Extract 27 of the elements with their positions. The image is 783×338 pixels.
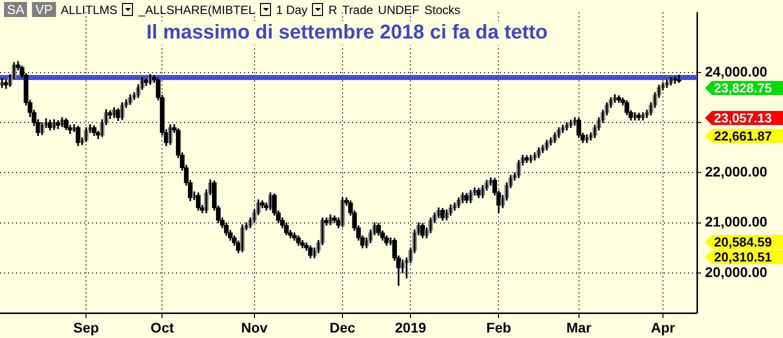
text: 23,057.13: [714, 110, 772, 126]
text: 23,828.75: [714, 80, 772, 96]
annotation: _ALLSHARE(MIBTEL: [138, 2, 256, 16]
y-tick-label: 22,000.00: [705, 164, 768, 180]
y-tick-label: 20,000.00: [705, 264, 768, 280]
annotation: Trade: [342, 2, 374, 16]
annotation: 1 Day: [276, 2, 308, 16]
x-tick-label: Mar: [566, 319, 592, 336]
x-tick-label: Feb: [486, 319, 512, 336]
annotation: Stocks: [424, 2, 460, 16]
annotation: ALLITLMS: [60, 2, 118, 16]
y-tick-label: 24,000.00: [705, 63, 768, 80]
x-tick-label: 2019: [395, 319, 426, 336]
text: 20,310.51: [714, 250, 772, 265]
text: Il massimo di settembre 2018 ci fa da tetto: [146, 22, 548, 44]
annotation: UNDEF: [378, 2, 420, 16]
x-tick-label: Oct: [150, 319, 174, 336]
x-tick-label: Dec: [330, 319, 356, 336]
x-tick-label: Sep: [73, 319, 99, 336]
y-tick-label: 21,000.00: [705, 214, 768, 230]
annotation: SA: [4, 2, 28, 17]
annotation: R: [328, 2, 338, 16]
text: 22,661.87: [714, 128, 772, 144]
x-tick-label: Nov: [241, 319, 268, 336]
annotation: VP: [32, 2, 56, 17]
x-tick-label: Apr: [650, 319, 676, 336]
text: 20,584.59: [714, 234, 772, 250]
